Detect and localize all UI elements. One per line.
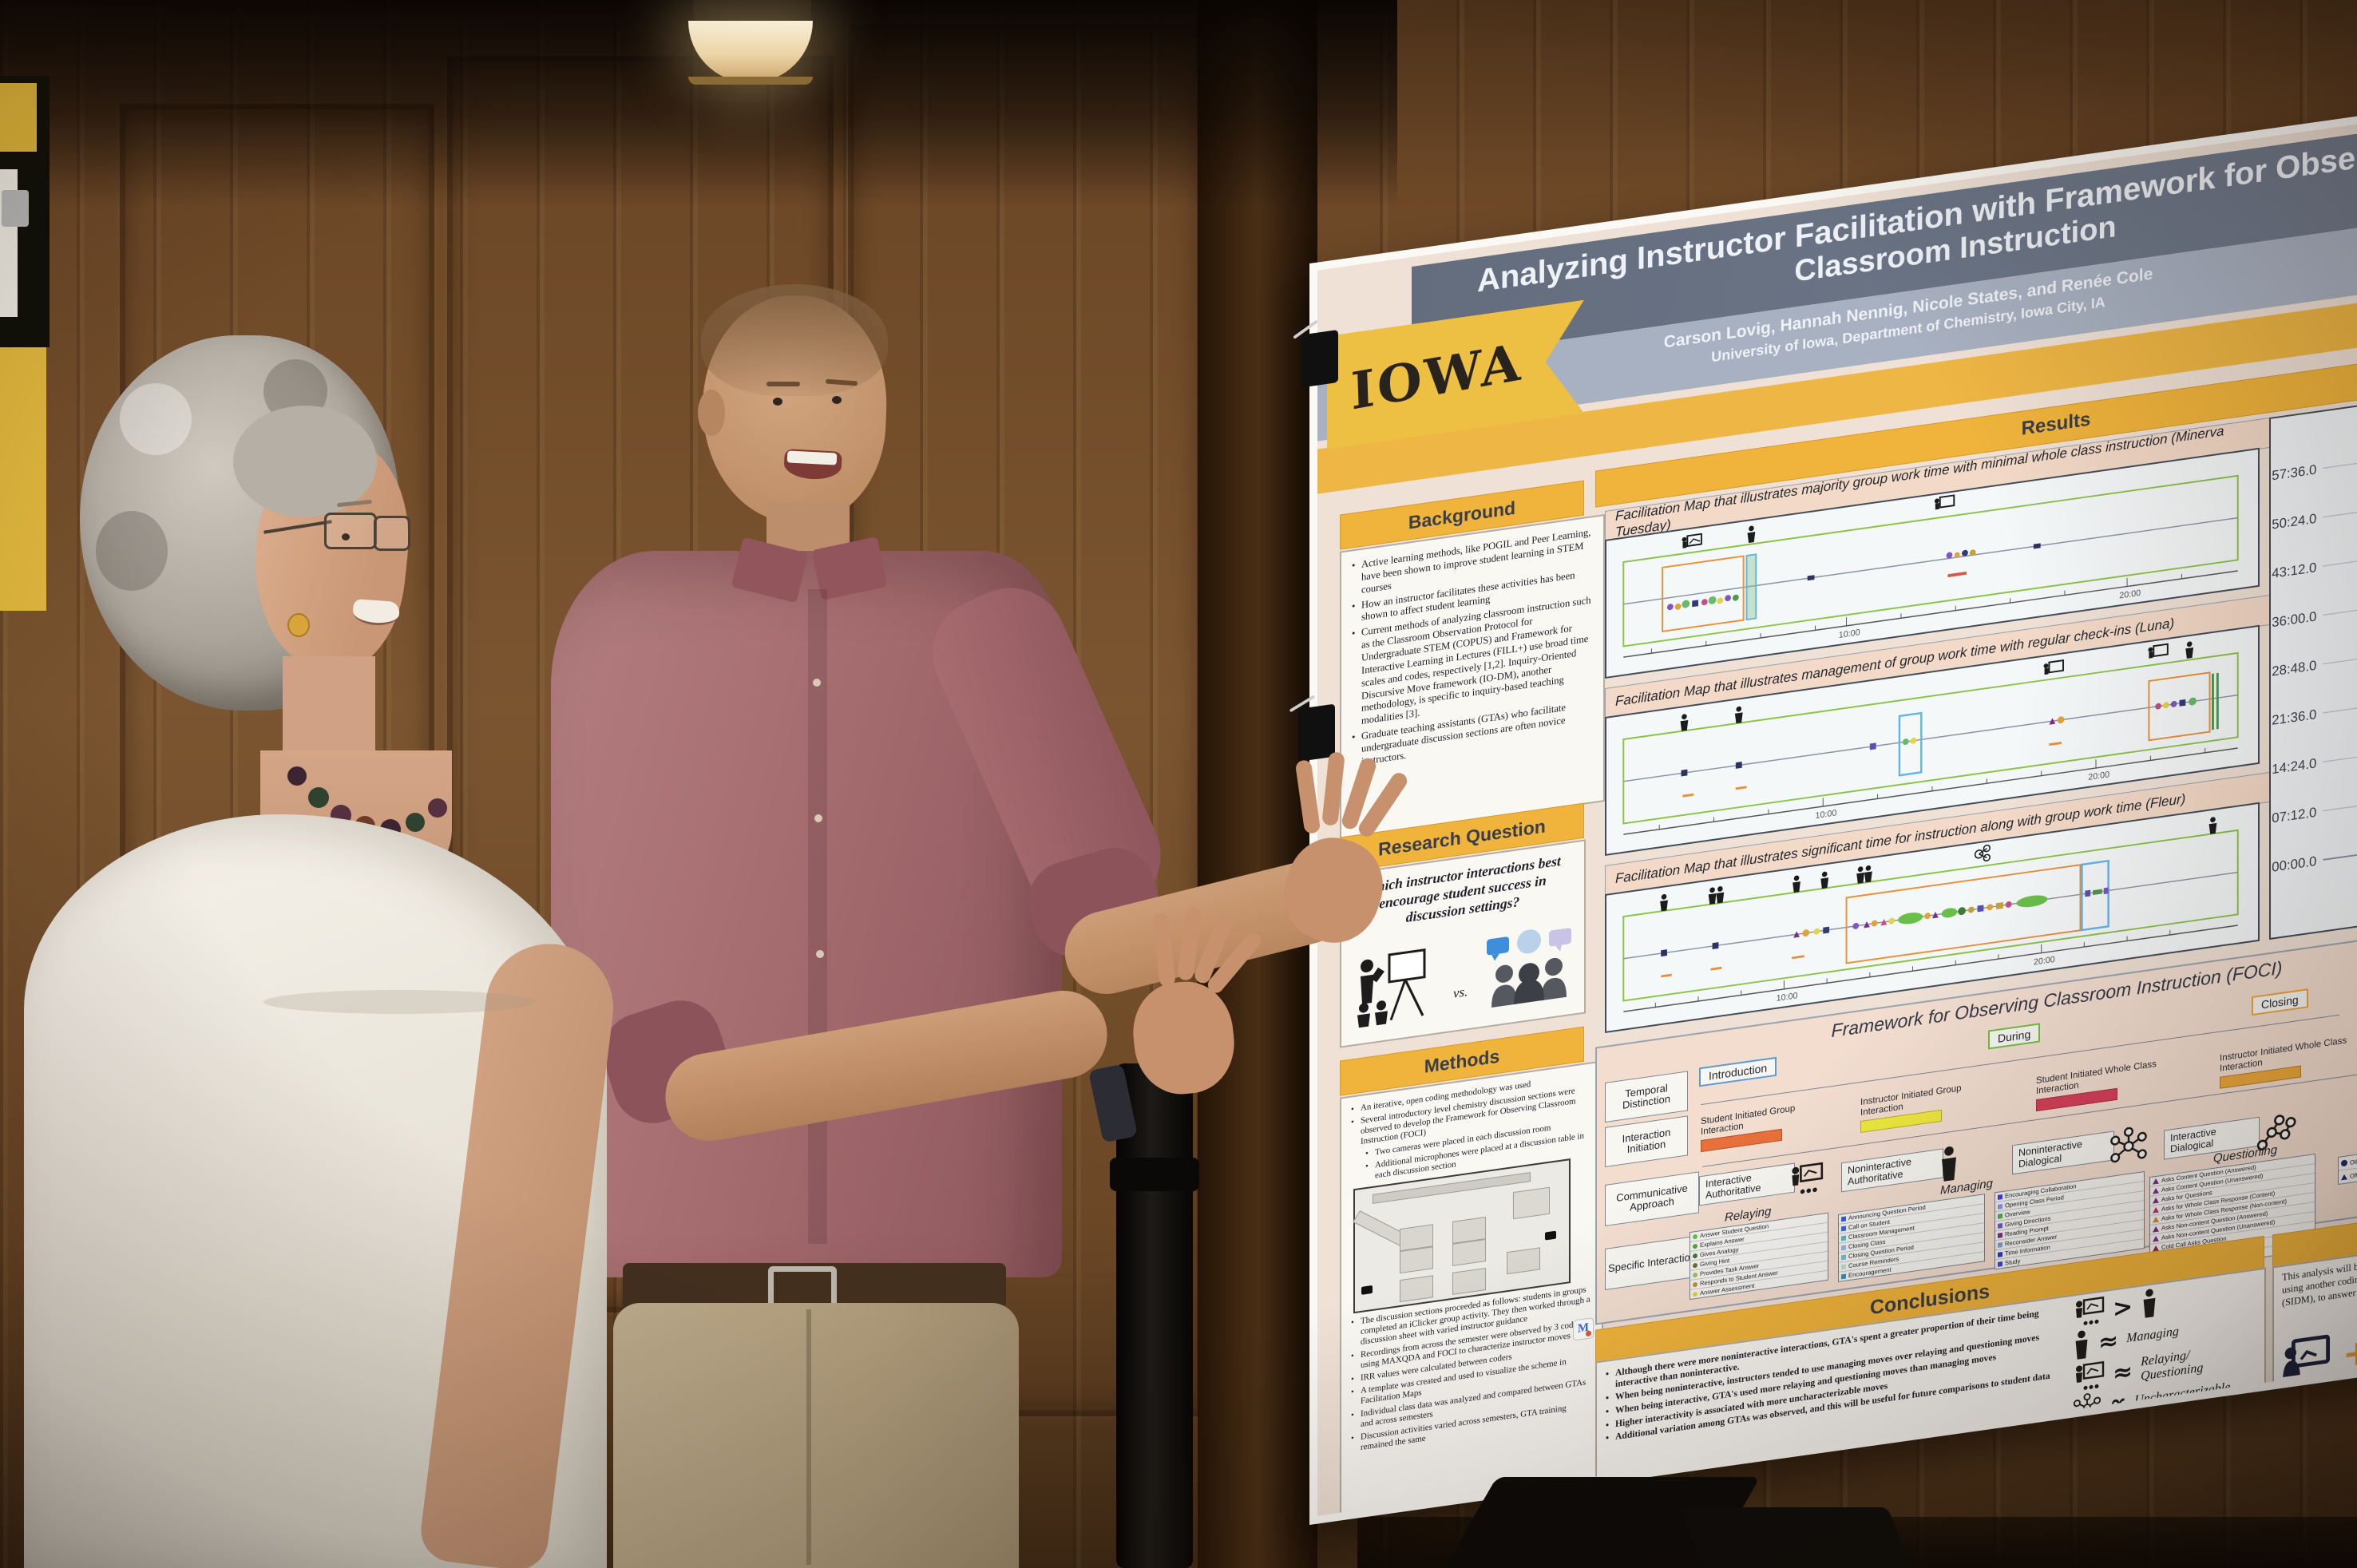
pants-crease — [806, 1309, 811, 1565]
finger — [1321, 751, 1345, 826]
initiation-label: Instructor Initiated Group Interaction — [1860, 1083, 1962, 1119]
board-icon — [1682, 533, 1702, 548]
finger — [1294, 759, 1321, 834]
temporal-introduction: Introduction — [1699, 1056, 1777, 1087]
svg-text:20:00: 20:00 — [2088, 770, 2109, 782]
podium-icon — [1747, 525, 1756, 544]
glyph-cluster — [2155, 697, 2197, 710]
greater-than-symbol: > — [2113, 1292, 2133, 1324]
man-hand-left — [1128, 976, 1239, 1099]
gear-icon — [1974, 844, 1991, 862]
table-shape — [1507, 1246, 1540, 1274]
board-person-icon — [2076, 1360, 2105, 1390]
svg-text:36:00.0: 36:00.0 — [2272, 609, 2316, 631]
svg-text:43:12.0: 43:12.0 — [2272, 560, 2316, 581]
podium-shape — [1513, 1186, 1550, 1219]
left-board-yellow — [0, 83, 37, 152]
svg-text:21:36.0: 21:36.0 — [2272, 707, 2316, 728]
hair-curl — [96, 511, 168, 591]
initiation-item: Instructor Initiated Group Interaction — [1860, 1079, 1996, 1134]
woman-presenter — [24, 335, 631, 1568]
instructor-board-icon — [2283, 1334, 2330, 1378]
board-person-icon — [1792, 1162, 1824, 1194]
podium-icon — [2143, 1289, 2156, 1318]
binder-clip-silver — [2, 190, 29, 227]
sconce-rim — [688, 77, 813, 85]
glasses-lens — [324, 513, 377, 549]
man-eye — [832, 396, 842, 404]
foci-row-label-temporal: Temporal Distinction — [1605, 1071, 1688, 1123]
svg-text:20:00: 20:00 — [2034, 955, 2055, 968]
svg-text:50:24.0: 50:24.0 — [2272, 511, 2316, 533]
man-buzz-hair — [701, 284, 888, 396]
button — [814, 814, 822, 822]
approx-symbol: ≈ — [2113, 1356, 2133, 1388]
foci-row-label-approach: Communicative Approach — [1605, 1171, 1699, 1226]
results-header-label: Results — [2021, 408, 2091, 440]
man-eye — [773, 398, 782, 406]
svg-text:57:36.0: 57:36.0 — [2272, 462, 2316, 484]
methods-header-label: Methods — [1424, 1045, 1500, 1077]
man-presenter — [503, 263, 1429, 1568]
temporal-during: During — [1988, 1023, 2041, 1050]
svg-text:10:00: 10:00 — [1815, 808, 1836, 821]
research-poster: Analyzing Instructor Facilitation with F… — [1289, 95, 2357, 1526]
table-shape — [1452, 1238, 1486, 1266]
board-person-icon — [2076, 1296, 2105, 1325]
ta-time-bar-chart: A 57:36.0 50:24.0 43:12.0 36:00.0 28:48.… — [2269, 376, 2357, 940]
man-ear — [698, 390, 725, 436]
managing-table-a: Announcing Question Period Call on Stude… — [1838, 1194, 1985, 1282]
glasses-lens — [374, 516, 410, 551]
table-shape — [1452, 1267, 1486, 1295]
woman-eye — [342, 533, 350, 540]
wristwatch — [1087, 1063, 1139, 1143]
managing-label: Managing — [2126, 1324, 2179, 1346]
podium-icon — [1942, 1146, 1956, 1182]
svg-text:10:00: 10:00 — [1839, 628, 1860, 640]
man-teeth — [786, 450, 838, 465]
uncharacterizable-table: Other Off-task — [2338, 1137, 2357, 1185]
hair-curl — [120, 383, 192, 455]
temporal-closing: Closing — [2252, 988, 2308, 1016]
poster-inner: Analyzing Instructor Facilitation with F… — [1317, 104, 2357, 1516]
approach-noninteractive-dialogical: Noninteractive Dialogical — [2012, 1130, 2114, 1175]
shirt-placket — [808, 589, 827, 1244]
approx-symbol: ≈ — [2098, 1326, 2119, 1357]
vs-label: vs. — [1453, 984, 1468, 1001]
svg-text:14:24.0: 14:24.0 — [2272, 755, 2316, 777]
ta-time-bar-chart-svg: A 57:36.0 50:24.0 43:12.0 36:00.0 28:48.… — [2272, 435, 2357, 875]
group-discussion-icon — [1487, 928, 1571, 1008]
man-eyebrow — [767, 382, 800, 386]
maxqda-dot — [1586, 1330, 1591, 1337]
easel-leg — [1679, 1507, 1914, 1568]
table-row: Other — [2339, 1138, 2357, 1170]
glyph-cluster — [1852, 895, 2048, 929]
fabric-fold — [263, 990, 535, 1014]
foci-row-label-specific: Specific Interaction — [1605, 1235, 1699, 1290]
button — [813, 679, 821, 687]
camera-icon — [1545, 1230, 1556, 1241]
board-icon — [1934, 494, 1955, 510]
relaying-table: Answer Student Question Explains Answer … — [1690, 1212, 1828, 1301]
approach-noninteractive-authoritative: Noninteractive Authoritative — [1841, 1148, 1943, 1193]
svg-text:20:00: 20:00 — [2119, 588, 2141, 601]
button — [816, 950, 824, 958]
maxqda-logo: M — [1573, 1317, 1594, 1341]
podium-icon — [2075, 1330, 2088, 1360]
foci-row-label-initiation: Interaction Initiation — [1605, 1115, 1688, 1167]
svg-text:00:00.0: 00:00.0 — [2272, 853, 2316, 875]
glyph-cluster — [2085, 887, 2109, 897]
svg-text:07:12.0: 07:12.0 — [2272, 805, 2316, 826]
glyph-cluster — [1666, 594, 1739, 611]
network-icon — [2110, 1127, 2147, 1163]
khaki-pants — [613, 1303, 1019, 1568]
gold-earring — [287, 613, 310, 637]
svg-text:28:48.0: 28:48.0 — [2272, 658, 2316, 679]
svg-text:10:00: 10:00 — [1777, 991, 1798, 1004]
